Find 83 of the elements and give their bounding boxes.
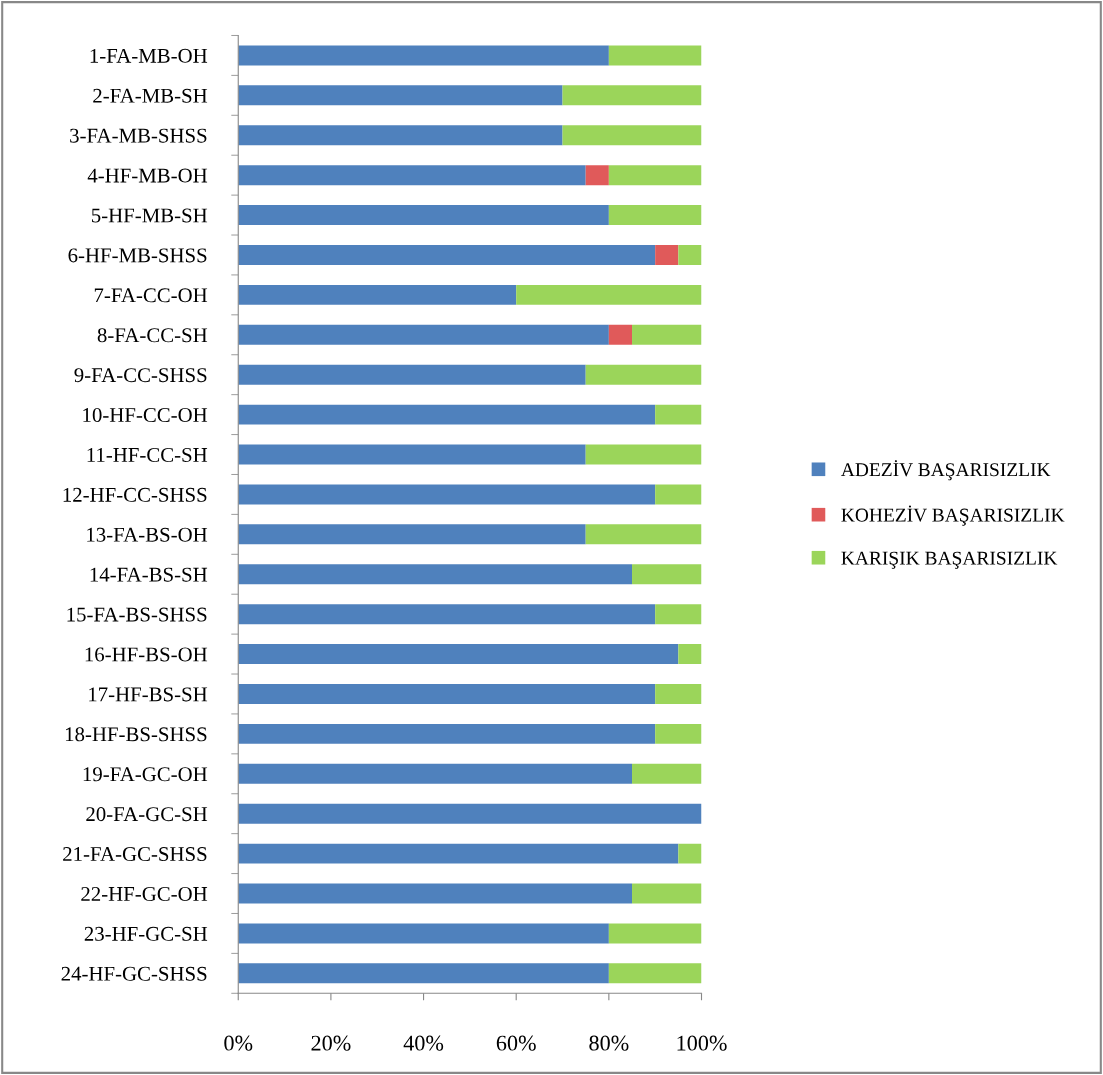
- bar: [238, 444, 586, 465]
- bar: [238, 284, 517, 305]
- bar: [238, 85, 563, 106]
- y-tick-label: 7-FA-CC-OH: [94, 288, 208, 303]
- y-tick-label: 18-HF-BS-SHSS: [65, 727, 207, 742]
- bar: [238, 165, 586, 186]
- bar: [608, 963, 702, 984]
- bar: [655, 245, 679, 265]
- y-tick-label: 12-HF-CC-SHSS: [63, 487, 207, 502]
- bar: [655, 404, 702, 425]
- bar: [238, 524, 586, 545]
- legend-label: ADEZİV BAŞARISIZLIK: [841, 460, 1051, 481]
- bar: [632, 763, 702, 784]
- bar: [238, 803, 702, 824]
- bar: [678, 245, 702, 265]
- bar: [238, 923, 609, 944]
- bar: [238, 604, 656, 625]
- bar: [585, 165, 609, 186]
- bar: [585, 444, 702, 465]
- x-tick-label: 60%: [496, 1035, 536, 1051]
- bar: [632, 324, 702, 345]
- bar: [562, 85, 702, 106]
- bar: [238, 684, 656, 704]
- bar: [238, 45, 609, 66]
- bar: [585, 364, 702, 385]
- bar: [608, 923, 702, 944]
- x-tick-label: 20%: [311, 1035, 351, 1051]
- bar: [655, 484, 702, 505]
- y-tick-label: 22-HF-GC-OH: [81, 886, 208, 901]
- y-tick-label: 15-FA-BS-SHSS: [67, 607, 207, 622]
- y-tick-label: 2-FA-MB-SH: [93, 88, 208, 103]
- legend-label: KOHEZİV BAŞARISIZLIK: [841, 505, 1065, 526]
- y-tick-label: 5-HF-MB-SH: [91, 208, 208, 223]
- y-tick-label: 3-FA-MB-SHSS: [70, 128, 207, 143]
- bar: [655, 723, 702, 744]
- bar: [238, 763, 633, 784]
- bar: [678, 843, 702, 864]
- y-tick-label: 19-FA-GC-OH: [83, 767, 208, 782]
- bar: [238, 404, 656, 425]
- bar: [655, 604, 702, 625]
- legend-label: KARIŞIK BAŞARISIZLIK: [841, 551, 1058, 569]
- y-tick-label: 20-FA-GC-SH: [86, 807, 208, 822]
- bar: [608, 324, 633, 345]
- x-tick-label: 40%: [403, 1035, 444, 1051]
- y-tick-label: 6-HF-MB-SHSS: [68, 248, 207, 263]
- y-tick-label: 4-HF-MB-OH: [87, 168, 208, 183]
- bar: [608, 45, 702, 66]
- y-tick-label: 9-FA-CC-SHSS: [74, 368, 207, 383]
- x-tick-label: 0%: [224, 1035, 253, 1051]
- bar: [632, 564, 702, 585]
- y-tick-label: 13-FA-BS-OH: [87, 527, 208, 542]
- bar: [238, 644, 679, 665]
- y-tick-label: 8-FA-CC-SH: [97, 328, 208, 343]
- bar: [238, 324, 609, 345]
- y-tick-label: 23-HF-GC-SH: [84, 926, 208, 941]
- y-tick-label: 17-HF-BS-SH: [89, 687, 208, 702]
- bar: [238, 564, 633, 585]
- bar: [655, 684, 702, 704]
- bar: [238, 364, 586, 385]
- bar: [632, 883, 702, 904]
- y-tick-label: 11-HF-CC-SH: [87, 447, 208, 462]
- y-tick-label: 24-HF-GC-SHSS: [61, 966, 207, 981]
- bar: [238, 245, 656, 265]
- x-tick-label: 100%: [677, 1035, 727, 1051]
- y-tick-label: 21-FA-GC-SHSS: [63, 847, 207, 862]
- bar: [238, 723, 656, 744]
- bar: [238, 963, 609, 984]
- y-tick-label: 1-FA-MB-OH: [90, 48, 208, 63]
- bar: [562, 125, 702, 146]
- bar: [238, 883, 633, 904]
- y-tick-label: 14-FA-BS-SH: [90, 567, 208, 582]
- bar: [678, 644, 702, 665]
- bar: [608, 165, 702, 186]
- x-tick-label: 80%: [589, 1035, 629, 1051]
- bar: [238, 125, 563, 146]
- y-tick-label: 10-HF-CC-OH: [83, 407, 208, 423]
- bar: [585, 524, 702, 545]
- bar: [238, 205, 609, 226]
- bar: [608, 205, 702, 226]
- bar: [238, 843, 679, 864]
- y-tick-label: 16-HF-BS-OH: [85, 647, 208, 662]
- bar: [516, 284, 702, 305]
- bar: [238, 484, 656, 505]
